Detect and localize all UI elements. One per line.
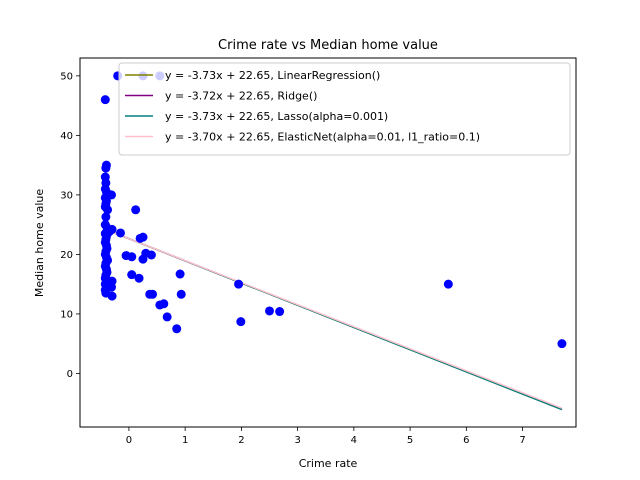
x-tick-label: 6	[463, 435, 469, 446]
x-tick-label: 4	[351, 435, 357, 446]
scatter-point	[443, 279, 453, 289]
legend-label: y = -3.73x + 22.65, Lasso(alpha=0.001)	[165, 110, 388, 123]
y-tick-label: 40	[60, 131, 73, 142]
scatter-point	[175, 269, 185, 279]
y-tick-label: 10	[60, 309, 73, 320]
axes-frame	[79, 57, 577, 428]
x-tick-label: 3	[294, 435, 300, 446]
scatter-point	[557, 339, 567, 349]
x-tick-label: 7	[519, 435, 525, 446]
x-tick-label: 1	[182, 435, 188, 446]
scatter-point	[176, 289, 186, 299]
scatter-point	[234, 279, 244, 289]
scatter-point	[127, 252, 137, 262]
scatter-point	[127, 270, 137, 280]
scatter-point	[101, 212, 111, 222]
scatter-point	[115, 228, 125, 238]
legend-label: y = -3.72x + 22.65, Ridge()	[165, 90, 317, 103]
y-tick-label: 30	[60, 190, 73, 201]
y-axis: 0 10 20 30 40 50	[60, 71, 80, 380]
regression-lines	[105, 228, 563, 411]
x-tick-label: 0	[126, 435, 132, 446]
y-axis-label: Median home value	[33, 189, 46, 297]
scatter-point	[131, 205, 141, 215]
scatter-point	[138, 232, 148, 242]
x-axis-label: Crime rate	[299, 457, 358, 470]
scatter-point	[107, 291, 117, 301]
chart-title: Crime rate vs Median home value	[218, 38, 438, 53]
scatter-point	[106, 190, 116, 200]
scatter-point	[172, 324, 182, 334]
legend: y = -3.73x + 22.65, LinearRegression() y …	[118, 62, 571, 156]
x-tick-label: 2	[238, 435, 244, 446]
scatter-point	[265, 306, 275, 316]
legend-box	[118, 62, 571, 156]
scatter-point	[103, 205, 113, 215]
scatter-point	[146, 250, 156, 260]
scatter-point	[107, 224, 117, 234]
regression-line	[105, 228, 563, 409]
legend-label: y = -3.73x + 22.65, LinearRegression()	[165, 69, 380, 82]
scatter-point	[148, 289, 158, 299]
scatter-point	[101, 163, 111, 173]
scatter-points	[100, 71, 567, 349]
y-tick-label: 20	[60, 250, 73, 261]
scatter-point	[134, 273, 144, 283]
y-tick-label: 0	[67, 369, 73, 380]
scatter-point	[236, 317, 246, 327]
scatter-point	[162, 312, 172, 322]
scatter-point	[159, 299, 169, 309]
y-tick-label: 50	[60, 71, 73, 82]
x-tick-label: 5	[407, 435, 413, 446]
scatter-point	[100, 95, 110, 105]
scatter-point	[275, 307, 285, 317]
legend-label: y = -3.70x + 22.65, ElasticNet(alpha=0.0…	[165, 131, 480, 144]
x-axis: 0 1 2 3 4 5 6 7	[126, 427, 526, 446]
